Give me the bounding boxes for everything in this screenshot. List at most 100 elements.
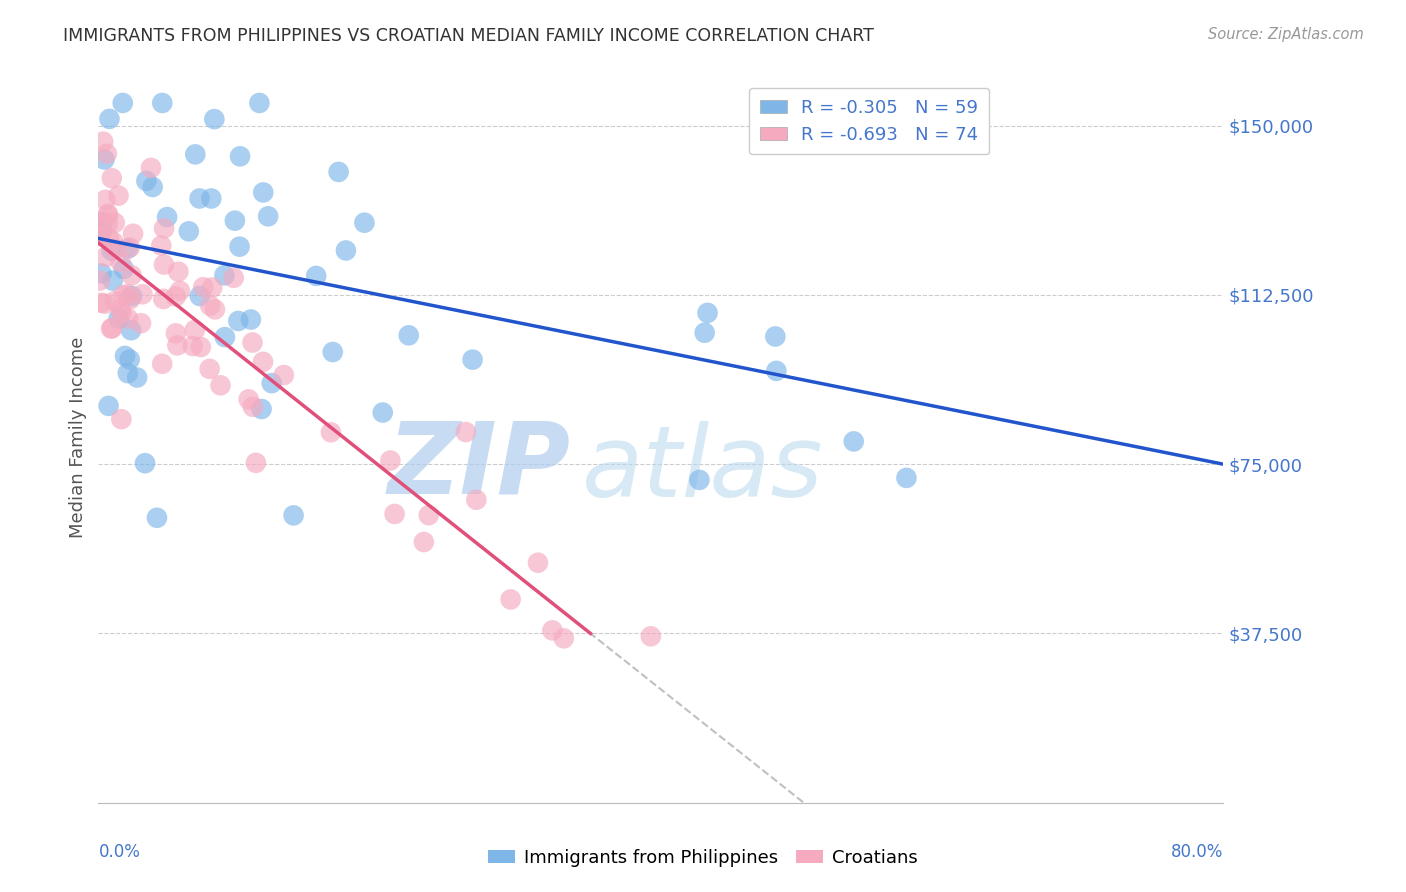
- Point: [239, 312, 262, 326]
- Text: 80.0%: 80.0%: [1171, 843, 1223, 861]
- Point: [94, 296, 117, 310]
- Point: [97, 217, 120, 231]
- Point: [165, 289, 187, 303]
- Point: [112, 288, 135, 302]
- Point: [177, 224, 200, 238]
- Point: [165, 326, 187, 341]
- Point: [93, 153, 115, 167]
- Point: [90, 215, 112, 229]
- Point: [150, 95, 173, 110]
- Point: [353, 216, 375, 230]
- Point: [214, 268, 236, 283]
- Point: [110, 255, 132, 269]
- Point: [127, 370, 149, 384]
- Point: [98, 112, 121, 126]
- Point: [117, 287, 139, 301]
- Point: [398, 328, 420, 343]
- Point: [104, 242, 127, 256]
- Point: [150, 357, 173, 371]
- Point: [103, 235, 125, 249]
- Point: [90, 266, 112, 280]
- Point: [198, 299, 221, 313]
- Point: [111, 95, 134, 110]
- Point: [252, 186, 274, 200]
- Point: [91, 135, 114, 149]
- Point: [134, 456, 156, 470]
- Point: [305, 268, 328, 283]
- Y-axis label: Median Family Income: Median Family Income: [69, 336, 87, 538]
- Point: [139, 161, 162, 175]
- Point: [209, 378, 232, 392]
- Point: [202, 112, 225, 127]
- Point: [100, 321, 122, 335]
- Point: [97, 230, 120, 244]
- Point: [247, 95, 270, 110]
- Point: [110, 301, 132, 316]
- Point: [527, 556, 550, 570]
- Point: [117, 242, 139, 256]
- Point: [640, 629, 662, 643]
- Point: [135, 174, 157, 188]
- Point: [252, 355, 274, 369]
- Point: [184, 147, 207, 161]
- Point: [688, 473, 710, 487]
- Point: [283, 508, 305, 523]
- Point: [214, 330, 236, 344]
- Point: [121, 289, 143, 303]
- Point: [167, 265, 190, 279]
- Point: [107, 311, 129, 326]
- Point: [765, 364, 787, 378]
- Point: [122, 227, 145, 241]
- Point: [121, 268, 143, 283]
- Point: [184, 323, 207, 337]
- Point: [322, 345, 344, 359]
- Point: [97, 399, 120, 413]
- Point: [553, 632, 575, 646]
- Point: [384, 507, 406, 521]
- Point: [97, 207, 120, 221]
- Point: [242, 335, 264, 350]
- Point: [89, 228, 111, 243]
- Point: [150, 238, 173, 252]
- Point: [104, 216, 127, 230]
- Point: [89, 228, 111, 243]
- Point: [319, 425, 342, 440]
- Point: [152, 292, 174, 306]
- Point: [96, 146, 118, 161]
- Point: [94, 250, 117, 264]
- Point: [222, 270, 245, 285]
- Point: [181, 339, 204, 353]
- Point: [371, 405, 394, 419]
- Point: [90, 225, 112, 239]
- Point: [107, 188, 129, 202]
- Point: [100, 244, 122, 258]
- Text: ZIP: ZIP: [388, 417, 571, 515]
- Text: 0.0%: 0.0%: [98, 843, 141, 861]
- Point: [146, 510, 169, 524]
- Point: [896, 471, 918, 485]
- Point: [461, 352, 484, 367]
- Point: [100, 171, 122, 186]
- Point: [91, 215, 114, 229]
- Point: [101, 321, 124, 335]
- Point: [101, 274, 124, 288]
- Point: [696, 306, 718, 320]
- Point: [129, 316, 152, 330]
- Point: [245, 456, 267, 470]
- Legend: R = -0.305   N = 59, R = -0.693   N = 74: R = -0.305 N = 59, R = -0.693 N = 74: [749, 87, 990, 154]
- Point: [541, 624, 564, 638]
- Point: [250, 402, 273, 417]
- Point: [190, 340, 212, 354]
- Point: [104, 294, 127, 309]
- Point: [188, 289, 211, 303]
- Point: [90, 295, 112, 310]
- Point: [204, 302, 226, 317]
- Point: [380, 453, 402, 467]
- Point: [112, 261, 135, 276]
- Point: [90, 218, 112, 232]
- Point: [110, 307, 132, 321]
- Point: [110, 412, 132, 426]
- Point: [201, 280, 224, 294]
- Point: [229, 149, 252, 163]
- Point: [198, 362, 221, 376]
